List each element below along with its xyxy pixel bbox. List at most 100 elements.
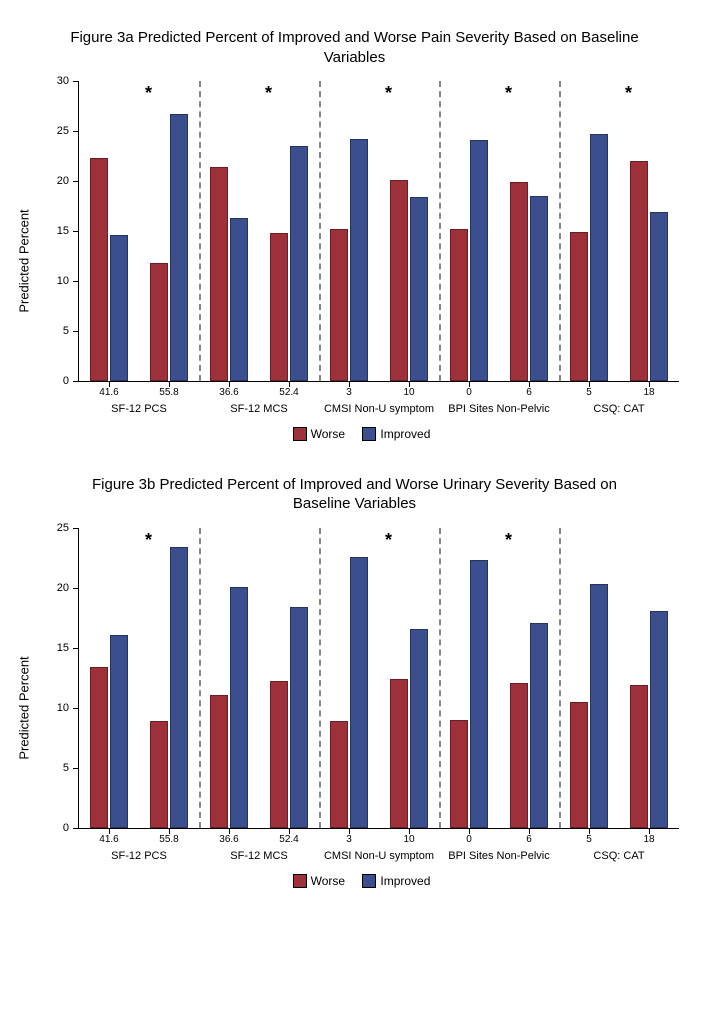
chart-a-plot: 051015202530*41.655.8SF-12 PCS*36.652.4S… [78,81,679,382]
bar-improved [530,196,548,381]
chart-a: Predicted Percent 051015202530*41.655.8S… [30,81,679,441]
x-category-label: CMSI Non-U symptom [324,403,434,415]
y-tick-label: 25 [57,125,69,137]
bar-worse [210,167,228,381]
bar-worse [450,229,468,381]
chart-b-title: Figure 3b Predicted Percent of Improved … [70,475,639,514]
bar-improved [290,607,308,828]
legend-swatch-improved [362,427,376,441]
legend-label-improved: Improved [380,874,430,888]
chart-a-legend: Worse Improved [30,426,679,441]
bar-worse [270,681,288,827]
chart-b: Predicted Percent 0510152025*41.655.8SF-… [30,528,679,888]
significance-star: * [385,530,392,551]
bar-improved [650,212,668,381]
bar-worse [390,180,408,381]
bar-improved [350,139,368,381]
y-tick-label: 20 [57,582,69,594]
y-tick-label: 10 [57,275,69,287]
bar-worse [210,695,228,828]
page: Figure 3a Predicted Percent of Improved … [0,0,709,918]
bar-worse [90,667,108,828]
chart-b-plot: 0510152025*41.655.8SF-12 PCS36.652.4SF-1… [78,528,679,829]
legend-label-worse: Worse [311,427,345,441]
bar-worse [330,721,348,828]
bar-improved [110,635,128,828]
bar-worse [630,161,648,381]
x-sub-label: 10 [403,834,414,845]
bar-worse [510,683,528,828]
x-sub-label: 55.8 [159,834,178,845]
bar-improved [110,235,128,381]
y-tick-label: 20 [57,175,69,187]
significance-star: * [505,530,512,551]
x-sub-label: 18 [643,834,654,845]
y-tick-label: 5 [63,325,69,337]
y-tick-label: 5 [63,762,69,774]
chart-b-legend: Worse Improved [30,873,679,888]
significance-star: * [265,83,272,104]
x-sub-label: 52.4 [279,834,298,845]
bar-improved [470,140,488,381]
x-sub-label: 3 [346,387,352,398]
significance-star: * [505,83,512,104]
bar-worse [390,679,408,828]
bar-worse [450,720,468,828]
significance-star: * [145,530,152,551]
x-sub-label: 0 [466,387,472,398]
x-sub-label: 6 [526,387,532,398]
significance-star: * [385,83,392,104]
y-tick-label: 0 [63,822,69,834]
y-tick-label: 25 [57,522,69,534]
legend-swatch-worse [293,874,307,888]
x-category-label: BPI Sites Non-Pelvic [448,403,549,415]
bar-improved [590,134,608,381]
bar-worse [90,158,108,381]
bar-worse [570,232,588,381]
y-tick-label: 15 [57,225,69,237]
legend-swatch-worse [293,427,307,441]
x-category-label: CSQ: CAT [593,403,644,415]
x-sub-label: 36.6 [219,834,238,845]
bar-worse [330,229,348,381]
chart-b-ylabel: Predicted Percent [17,656,32,759]
bar-improved [230,587,248,828]
x-category-label: BPI Sites Non-Pelvic [448,850,549,862]
legend-swatch-improved [362,874,376,888]
chart-a-title: Figure 3a Predicted Percent of Improved … [70,28,639,67]
x-sub-label: 18 [643,387,654,398]
bar-worse [630,685,648,828]
bar-improved [170,547,188,828]
bar-improved [650,611,668,828]
bar-improved [410,197,428,381]
x-sub-label: 55.8 [159,387,178,398]
x-sub-label: 36.6 [219,387,238,398]
legend-label-worse: Worse [311,874,345,888]
x-category-label: SF-12 MCS [230,403,287,415]
x-sub-label: 41.6 [99,387,118,398]
bar-improved [530,623,548,828]
chart-a-ylabel: Predicted Percent [17,209,32,312]
y-tick-label: 0 [63,375,69,387]
x-sub-label: 41.6 [99,834,118,845]
y-tick-label: 10 [57,702,69,714]
bar-worse [150,263,168,381]
x-category-label: CSQ: CAT [593,850,644,862]
bar-improved [290,146,308,381]
bar-improved [590,584,608,828]
x-sub-label: 10 [403,387,414,398]
x-sub-label: 5 [586,387,592,398]
x-sub-label: 6 [526,834,532,845]
x-category-label: SF-12 PCS [111,850,167,862]
x-sub-label: 5 [586,834,592,845]
x-category-label: SF-12 MCS [230,850,287,862]
x-sub-label: 0 [466,834,472,845]
bar-worse [510,182,528,381]
bar-worse [150,721,168,828]
y-tick-label: 15 [57,642,69,654]
y-tick-label: 30 [57,75,69,87]
x-category-label: SF-12 PCS [111,403,167,415]
significance-star: * [145,83,152,104]
bar-improved [350,557,368,828]
x-sub-label: 52.4 [279,387,298,398]
